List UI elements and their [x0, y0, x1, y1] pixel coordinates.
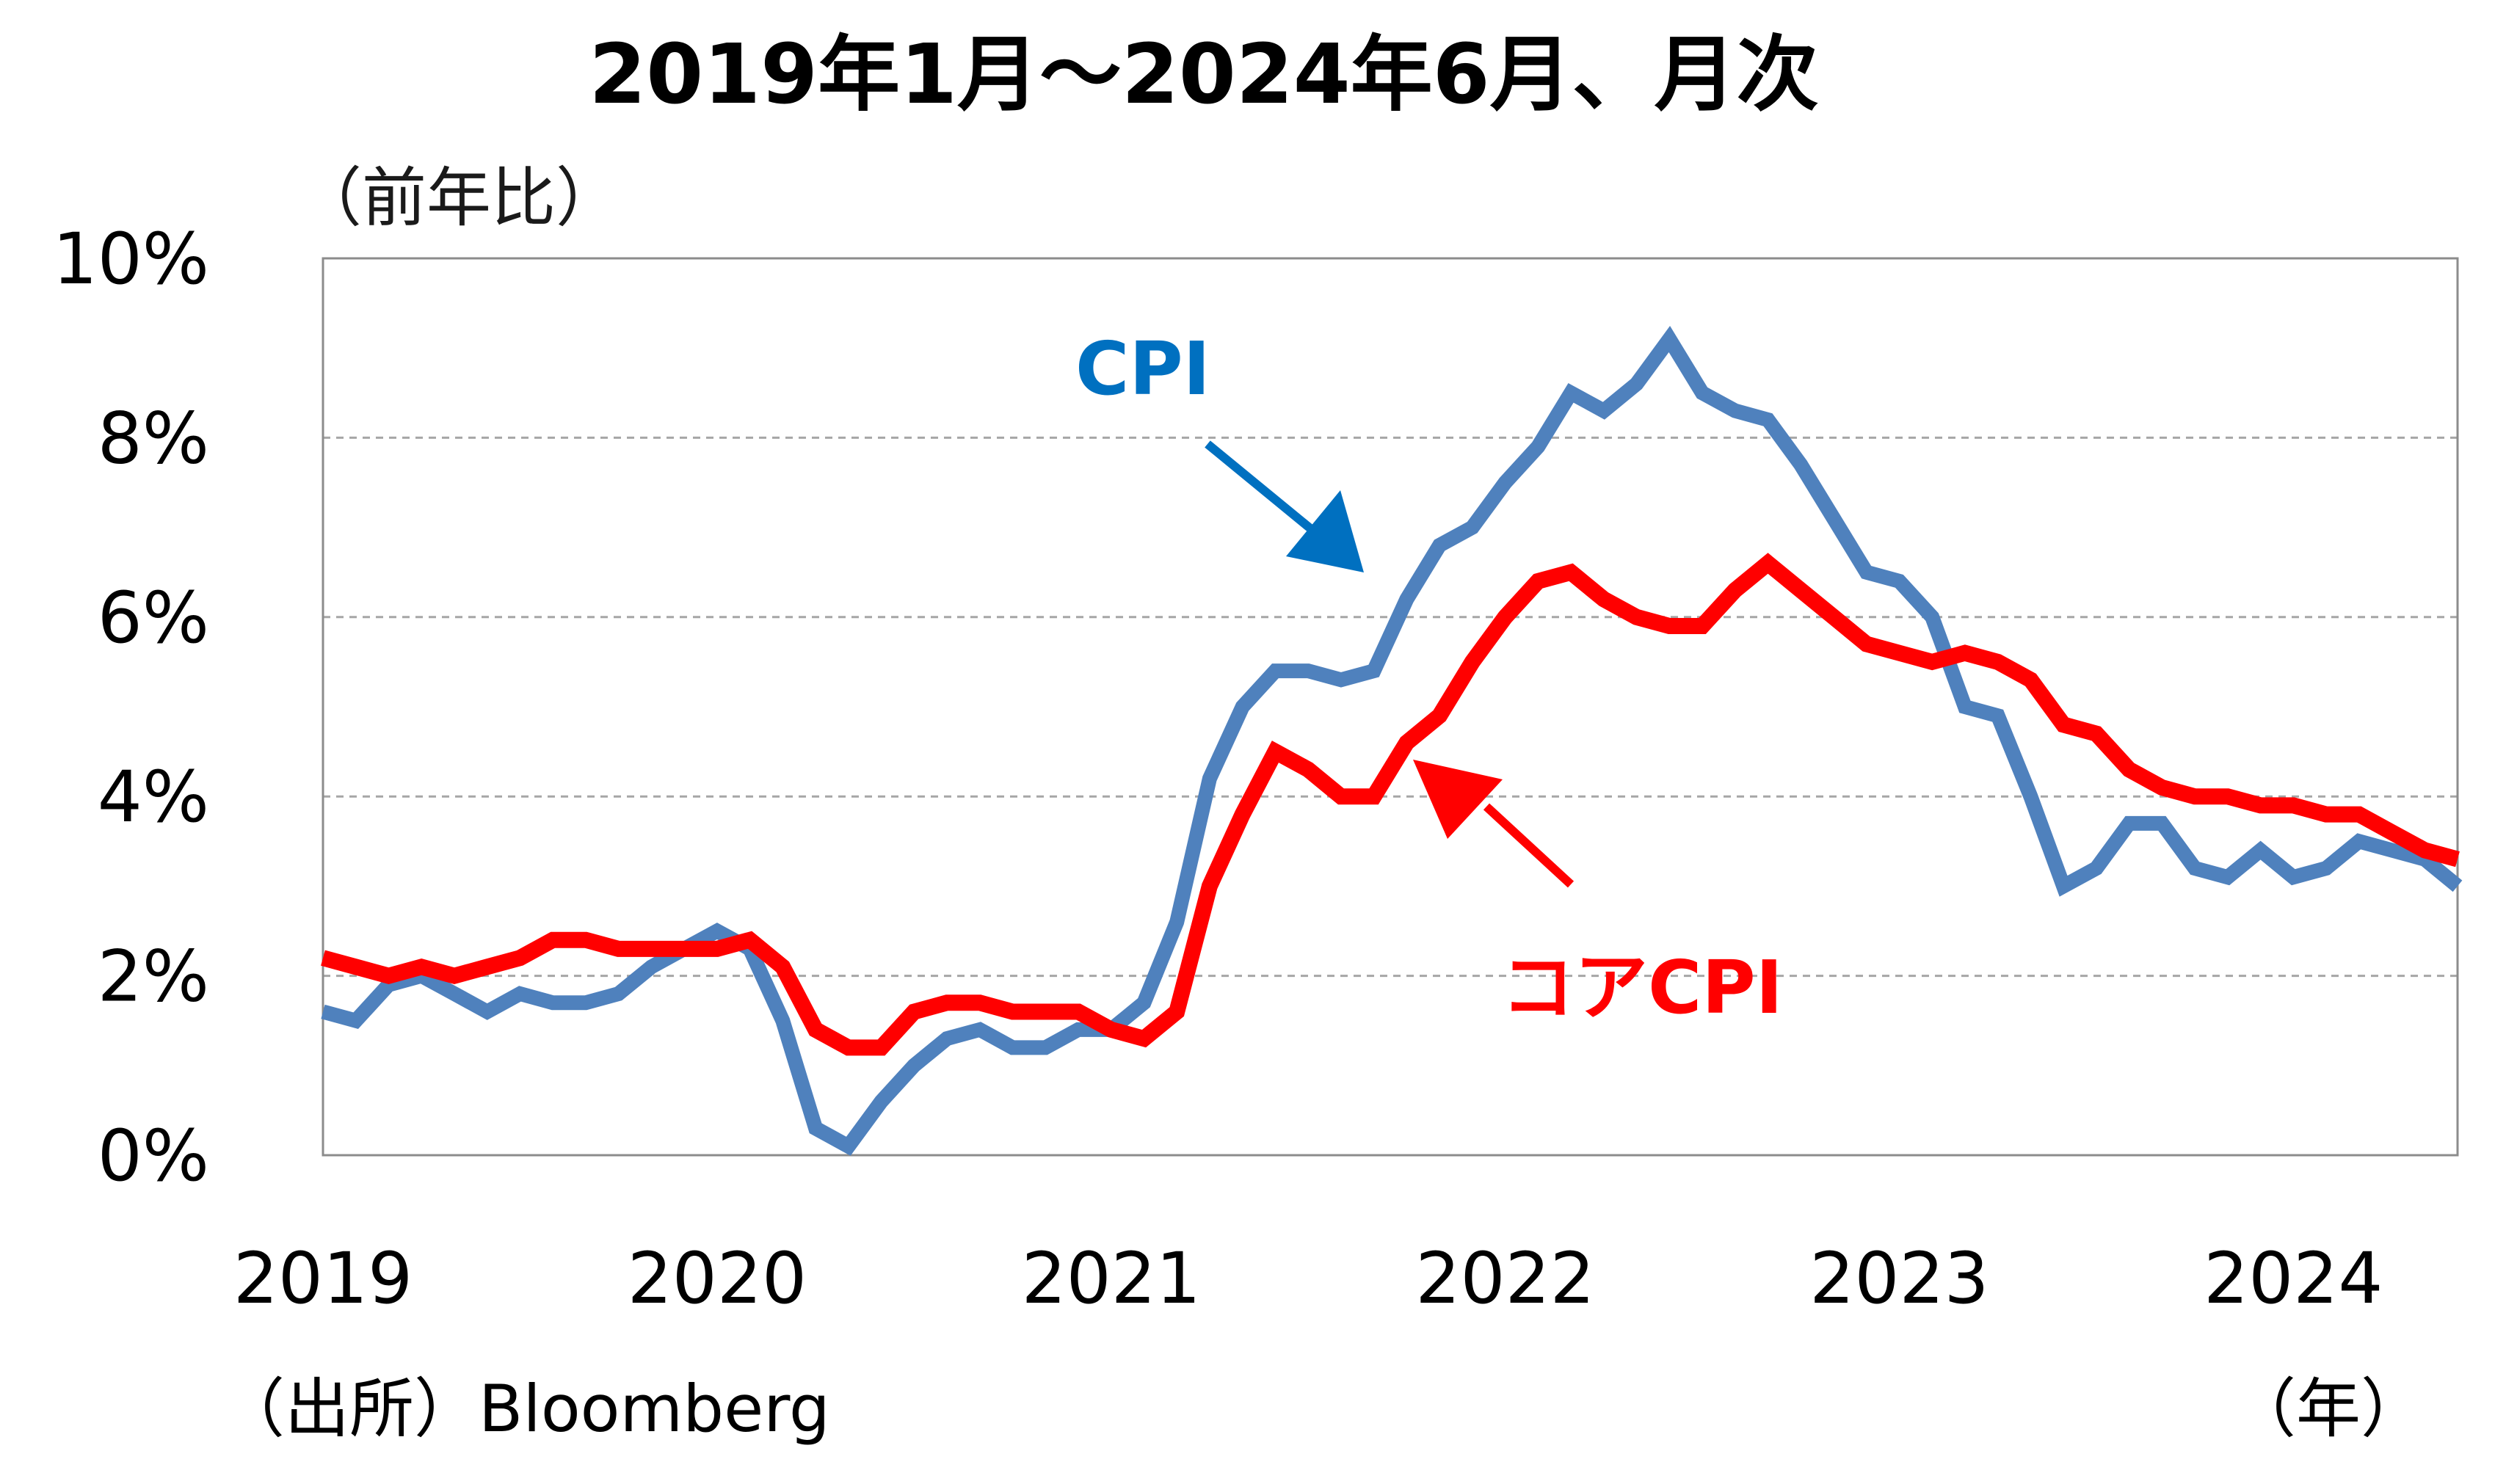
plot-area [322, 257, 2459, 1157]
annotations: CPI コアCPI [1075, 326, 1783, 1030]
x-axis-ticks: 2019 2020 2021 2022 2023 2024 [233, 1237, 2383, 1320]
gridlines [323, 436, 2458, 978]
x-tick-label: 2019 [233, 1237, 413, 1320]
core-cpi-series-line [321, 553, 2460, 1056]
core-cpi-arrow-head [1413, 760, 1503, 839]
x-tick-label: 2024 [2204, 1237, 2383, 1320]
cpi-arrow-shaft [1205, 440, 1317, 535]
x-tick-label: 2020 [628, 1237, 807, 1320]
cpi-series-label: CPI [1075, 326, 1210, 412]
y-tick-label: 10% [53, 218, 209, 300]
y-axis-unit-label: （前年比） [297, 160, 620, 236]
x-tick-label: 2022 [1415, 1237, 1594, 1320]
series-layer [321, 326, 2463, 1156]
core-cpi-arrow-shaft [1483, 803, 1575, 888]
source-note: （出所）Bloomberg [220, 1371, 830, 1447]
y-tick-label: 0% [98, 1115, 209, 1197]
y-tick-label: 4% [98, 756, 209, 838]
y-tick-label: 2% [98, 936, 209, 1018]
x-tick-label: 2023 [1809, 1237, 1989, 1320]
y-axis-ticks: 0% 2% 4% 6% 8% 10% [53, 218, 209, 1197]
y-tick-label: 8% [98, 397, 209, 479]
chart-title: 2019年1月～2024年6月、月次 [589, 27, 1818, 123]
x-tick-label: 2021 [1022, 1237, 1201, 1320]
cpi-arrow-head [1286, 490, 1364, 572]
cpi-series-line [321, 326, 2463, 1156]
core-cpi-series-label: コアCPI [1501, 945, 1783, 1030]
y-tick-label: 6% [98, 577, 209, 659]
x-axis-unit-label: （年） [2231, 1371, 2425, 1447]
